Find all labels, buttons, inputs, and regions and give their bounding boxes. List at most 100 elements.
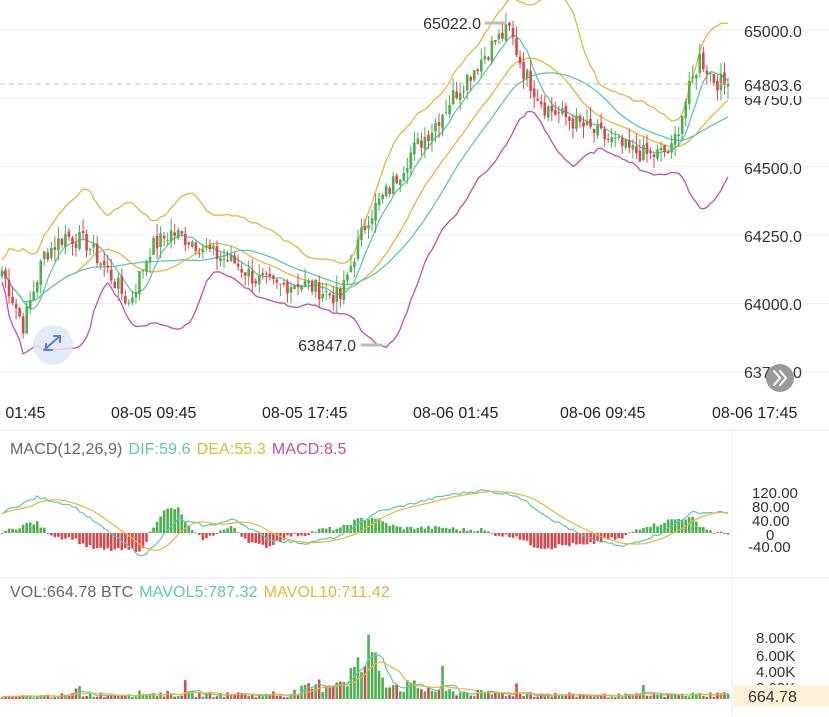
candle-up xyxy=(166,240,169,242)
candle-down xyxy=(511,27,515,38)
candle-down xyxy=(568,116,571,121)
volume-bar-down xyxy=(67,694,71,699)
candle-down xyxy=(628,140,631,148)
volume-bar-up xyxy=(127,694,131,699)
candle-up xyxy=(321,293,325,299)
candle-up xyxy=(134,291,138,298)
volume-bar-up xyxy=(480,689,483,699)
candle-down xyxy=(705,70,709,75)
candle-up xyxy=(212,245,215,248)
candle-down xyxy=(71,237,74,245)
candle-up xyxy=(360,227,363,241)
candle-down xyxy=(437,122,441,126)
macd-bar-up xyxy=(652,523,656,533)
volume-bar-up xyxy=(687,696,691,699)
volume-bar-down xyxy=(208,691,212,699)
candle-up xyxy=(575,115,578,129)
macd-bar-down xyxy=(57,533,60,537)
candle-down xyxy=(702,52,705,70)
candle-down xyxy=(476,69,480,72)
macd-bar-up xyxy=(659,524,663,533)
volume-bar-up xyxy=(201,696,205,699)
candle-up xyxy=(370,218,374,224)
macd-bar-down xyxy=(536,533,539,548)
volume-bar-down xyxy=(568,692,571,699)
macd-bar-up xyxy=(483,530,487,533)
candle-up xyxy=(561,107,564,114)
volume-bar-down xyxy=(511,696,515,699)
volume-bar-down xyxy=(589,696,592,699)
candle-up xyxy=(694,74,698,79)
macd-bar-up xyxy=(656,526,659,533)
macd-bar-up xyxy=(377,518,381,533)
macd-bar-up xyxy=(331,530,335,533)
volume-bar-down xyxy=(18,695,21,699)
volume-axis: 8.00K 6.00K 4.00K 2.00K xyxy=(756,630,795,697)
candle-up xyxy=(416,138,420,145)
candle-down xyxy=(550,105,554,112)
macd-bar-down xyxy=(518,533,522,540)
macd-bar-down xyxy=(85,533,88,548)
volume-bar-down xyxy=(155,696,159,699)
time-label: 08-05 01:45 xyxy=(0,405,46,422)
candle-down xyxy=(522,61,525,80)
macd-bar-up xyxy=(229,526,233,533)
macd-bar-down xyxy=(275,533,279,542)
candle-up xyxy=(465,75,469,91)
macd-bar-up xyxy=(360,517,363,533)
boll-lower-line xyxy=(1,110,729,355)
macd-bar-down xyxy=(60,533,64,540)
volume-bar-up xyxy=(525,693,529,699)
macd-bar-up xyxy=(233,527,236,533)
macd-bar-down xyxy=(592,533,596,545)
candle-up xyxy=(289,286,293,293)
candle-up xyxy=(293,285,296,290)
high-marker-label: 65022.0 xyxy=(423,16,481,33)
volume-bar-down xyxy=(532,696,536,699)
macd-bar-down xyxy=(613,533,617,540)
volume-bar-down xyxy=(81,696,85,699)
volume-bar-down xyxy=(162,696,166,699)
macd-bar-up xyxy=(409,526,413,533)
macd-bar-up xyxy=(342,524,346,533)
candle-down xyxy=(554,110,557,115)
volume-bar-up xyxy=(402,691,406,699)
volume-bar-down xyxy=(236,692,240,699)
double-chevron-right-icon[interactable] xyxy=(766,364,794,392)
candle-down xyxy=(254,280,258,284)
macd-legend: MACD(12,26,9) DIF:59.6 DEA:55.3 MACD:8.5 xyxy=(10,441,353,459)
macd-bar-up xyxy=(180,514,184,533)
low-marker-label: 63847.0 xyxy=(298,338,356,355)
candle-up xyxy=(205,246,208,248)
macd-dif-line xyxy=(1,488,729,557)
macd-bar-down xyxy=(240,533,243,537)
candle-up xyxy=(300,285,303,290)
candle-down xyxy=(317,282,321,300)
volume-bar-up xyxy=(726,693,730,699)
candle-up xyxy=(673,133,677,145)
candle-up xyxy=(642,144,645,161)
candle-up xyxy=(670,143,673,153)
volume-bar-down xyxy=(102,697,106,699)
volume-bar-down xyxy=(46,694,50,699)
macd-bar-up xyxy=(346,524,349,533)
macd-bar-down xyxy=(254,533,258,544)
volume-bar-up xyxy=(78,686,81,699)
volume-bar-up xyxy=(649,695,652,699)
volume-bar-down xyxy=(571,693,575,699)
volume-bar-up xyxy=(694,693,698,699)
volume-bar-up xyxy=(229,694,233,699)
macd-bar-down xyxy=(67,533,71,537)
candle-up xyxy=(131,297,134,303)
volume-bar-down xyxy=(240,693,243,699)
macd-bar-down xyxy=(620,533,624,539)
volume-bar-up xyxy=(557,694,561,699)
macd-bar-down xyxy=(525,533,529,541)
candle-up xyxy=(546,106,550,118)
macd-bar-up xyxy=(680,520,684,533)
volume-bar-down xyxy=(620,697,624,699)
macd-bar-up xyxy=(631,531,635,533)
swap-arrows-icon[interactable] xyxy=(33,325,73,365)
volume-bar-down xyxy=(652,694,656,699)
